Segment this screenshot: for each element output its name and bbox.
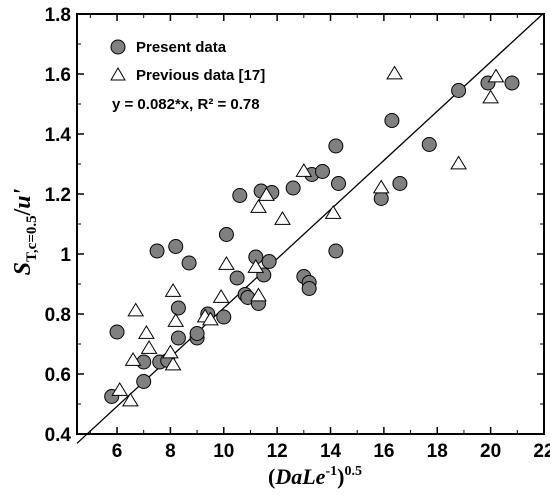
present-data-point (181, 255, 197, 271)
x-axis-title-sup1: -1 (325, 464, 337, 479)
x-tick-label: 6 (112, 441, 123, 462)
x-tick-label: 20 (480, 441, 501, 462)
present-data-point (261, 254, 277, 269)
y-axis-title-slash: / (10, 208, 36, 216)
data-points (104, 65, 520, 407)
present-data-point (421, 137, 437, 152)
previous-data-point (247, 259, 265, 273)
x-tick-label: 10 (213, 441, 234, 462)
present-data-point (109, 324, 125, 340)
previous-data-point (295, 163, 313, 177)
present-data-point (328, 243, 344, 259)
x-axis-title-close: ) (337, 464, 344, 489)
fit-line (76, 13, 544, 444)
present-data-point (285, 180, 301, 196)
previous-data-point (202, 311, 219, 326)
y-axis-title: ST,c=0.5/u' (10, 188, 40, 275)
tick-labels: 6 8 10 12 14 16 18 20 22 0.4 0.6 0.8 1 1.2 1.4 1.6 1.8 (45, 5, 550, 462)
present-data-point (301, 281, 317, 296)
x-tick-label: 22 (533, 441, 550, 462)
y-axis-title-u: u' (10, 188, 36, 208)
present-data-point (216, 309, 232, 325)
fit-equation: y = 0.082*x, R² = 0.78 (112, 96, 260, 113)
y-tick-label: 1.6 (45, 65, 71, 86)
legend: Present data Previous data [17] y = 0.08… (110, 39, 265, 113)
y-tick-label: 1.8 (45, 5, 71, 26)
x-tick-label: 18 (427, 441, 448, 462)
present-data-point (373, 191, 389, 206)
y-tick-label: 0.8 (45, 305, 71, 326)
present-data-point (232, 188, 248, 203)
present-data-point (168, 239, 184, 254)
y-tick-label: 0.4 (45, 425, 72, 446)
y-tick-label: 0.6 (45, 365, 71, 386)
previous-data-point (127, 302, 145, 317)
previous-data-point (487, 68, 505, 83)
x-axis-title-main: DaLe (274, 464, 325, 489)
legend-label-present: Present data (136, 39, 227, 56)
present-data-point (136, 374, 152, 389)
previous-data-point (167, 313, 185, 327)
x-axis-title: (DaLe-1)0.5 (268, 464, 362, 489)
present-data-point (328, 138, 344, 154)
previous-data-point (137, 325, 155, 339)
previous-data-point (324, 205, 342, 219)
y-axis-title-sub: T,c=0.5 (24, 215, 40, 262)
legend-marker-previous (110, 67, 126, 81)
previous-data-point (111, 382, 129, 396)
present-data-point (392, 176, 408, 191)
previous-data-point (482, 89, 500, 104)
previous-data-point (250, 199, 267, 213)
previous-data-point (386, 65, 403, 80)
present-data-point (189, 326, 205, 341)
legend-marker-present (110, 39, 126, 55)
previous-data-point (164, 356, 182, 371)
previous-data-point (250, 287, 267, 302)
present-data-point (504, 75, 520, 91)
x-tick-label: 16 (373, 441, 394, 462)
y-tick-label: 1.4 (45, 125, 72, 146)
previous-data-point (124, 352, 142, 366)
x-axis-title-open: ( (268, 464, 275, 489)
y-axis-title-main: S (10, 262, 36, 275)
y-tick-label: 1 (60, 245, 71, 266)
previous-data-point (212, 289, 230, 303)
present-data-point (331, 176, 347, 191)
present-data-point (218, 227, 234, 242)
previous-data-point (121, 392, 139, 407)
x-tick-label: 14 (320, 441, 342, 462)
x-axis-title-sup2: 0.5 (344, 464, 362, 479)
present-data-point (229, 270, 245, 286)
previous-data-point (450, 155, 467, 170)
previous-data-point (218, 256, 235, 270)
present-data-point (315, 164, 331, 179)
present-data-point (170, 300, 186, 316)
previous-data-point (164, 283, 182, 297)
legend-label-previous: Previous data [17] (136, 67, 265, 84)
present-data-point (451, 83, 467, 98)
x-tick-label: 8 (165, 441, 176, 462)
previous-data-point (274, 211, 291, 225)
x-tick-label: 12 (267, 441, 288, 462)
plot-area-frame (76, 13, 545, 435)
y-tick-label: 1.2 (45, 185, 71, 206)
previous-data-point (140, 340, 158, 354)
previous-data-point (162, 344, 179, 359)
present-data-point (170, 330, 186, 346)
previous-data-point (258, 187, 275, 201)
present-data-point (384, 113, 400, 128)
fit-line-group (76, 13, 544, 444)
present-data-point (149, 243, 165, 259)
previous-data-point (372, 179, 390, 194)
